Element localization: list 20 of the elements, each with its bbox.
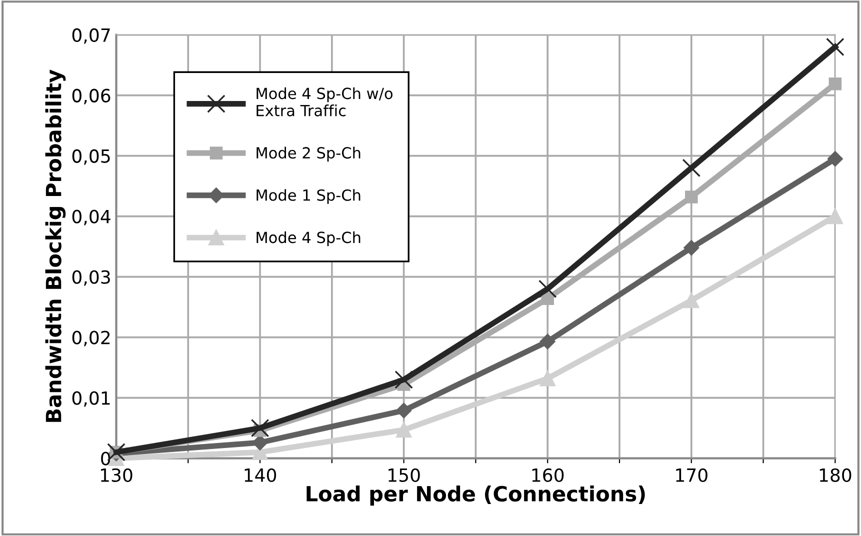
x-tick-label: 170 [676, 468, 708, 482]
x-axis-title: Load per Node (Connections) [306, 485, 645, 506]
legend-label: Mode 4 Sp-Ch [256, 231, 360, 246]
y-tick-label: 0,03 [72, 270, 110, 286]
y-tick-label: 0,06 [72, 88, 110, 104]
y-tick-label: 0,02 [72, 330, 110, 346]
y-tick-label: 0 [101, 452, 110, 466]
y-tick-label: 0,01 [72, 391, 110, 407]
legend-label: Mode 2 Sp-Ch [256, 146, 360, 162]
y-axis-title: Bandwidth Blockig Probability [45, 70, 66, 422]
x-tick-label: 180 [820, 468, 852, 482]
x-tick-label: 160 [532, 468, 564, 482]
x-tick-label: 140 [244, 468, 276, 482]
y-tick-label: 0,04 [72, 210, 110, 226]
legend-label: Mode 1 Sp-Ch [256, 189, 360, 204]
legend-label: Mode 4 Sp-Ch w/o Extra Traffic [256, 87, 392, 116]
y-tick-label: 0,05 [72, 149, 110, 165]
x-tick-label: 150 [388, 468, 420, 482]
y-tick-label: 0,07 [72, 28, 110, 44]
x-tick-label: 130 [100, 468, 132, 482]
